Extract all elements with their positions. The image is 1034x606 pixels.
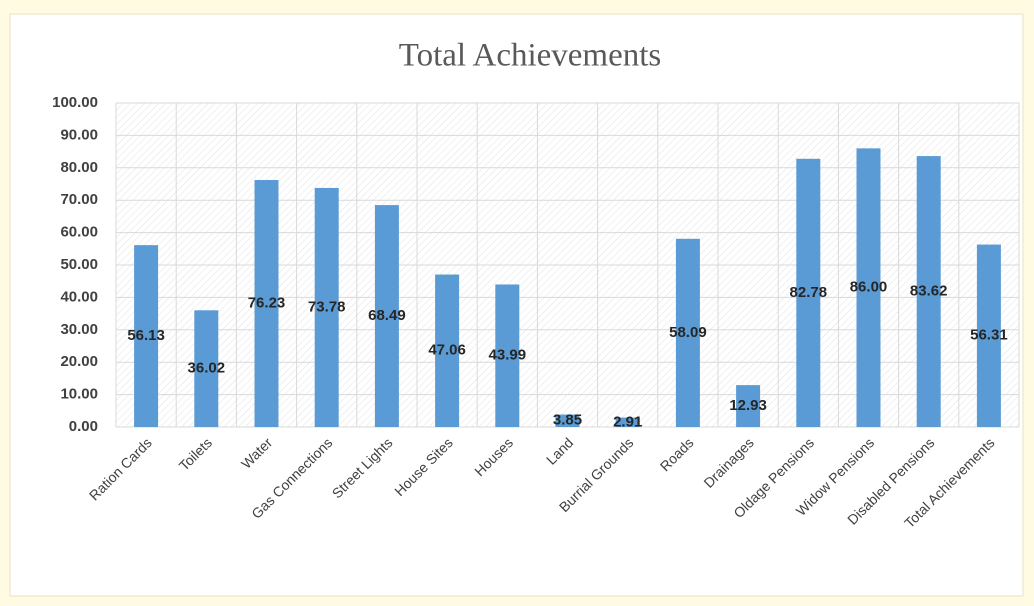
- y-tick-label: 90.00: [60, 126, 98, 143]
- data-label: 3.85: [553, 412, 582, 429]
- data-label: 86.00: [850, 279, 888, 296]
- bar: [314, 187, 339, 427]
- bar: [796, 158, 821, 428]
- bar: [736, 385, 761, 427]
- bar: [254, 180, 279, 427]
- data-label: 58.09: [669, 324, 707, 341]
- data-label: 47.06: [428, 342, 466, 359]
- bar: [435, 274, 460, 427]
- bar: [976, 244, 1001, 427]
- data-label: 82.78: [790, 284, 828, 301]
- bar: [374, 205, 399, 427]
- y-tick-label: 40.00: [60, 288, 98, 305]
- data-label: 12.93: [729, 397, 767, 414]
- data-label: 73.78: [308, 298, 346, 315]
- data-label: 56.13: [127, 327, 165, 344]
- y-tick-label: 30.00: [60, 321, 98, 338]
- y-tick-label: 0.00: [69, 418, 98, 435]
- data-label: 76.23: [248, 294, 286, 311]
- y-tick-label: 60.00: [60, 224, 98, 241]
- y-tick-label: 70.00: [60, 191, 98, 208]
- data-label: 56.31: [970, 327, 1008, 344]
- data-label: 43.99: [489, 347, 527, 364]
- chart-title: Total Achievements: [399, 38, 662, 74]
- y-tick-label: 50.00: [60, 256, 98, 273]
- y-tick-label: 80.00: [60, 159, 98, 176]
- y-tick-label: 100.00: [52, 94, 98, 111]
- bar: [134, 245, 159, 427]
- bar: [916, 156, 941, 427]
- data-label: 83.62: [910, 283, 948, 300]
- data-label: 2.91: [613, 413, 642, 430]
- y-tick-label: 20.00: [60, 353, 98, 370]
- bar: [675, 238, 700, 427]
- bar: [495, 284, 520, 427]
- data-label: 36.02: [188, 360, 226, 377]
- bar: [555, 414, 580, 427]
- bar: [856, 148, 881, 428]
- y-tick-label: 10.00: [60, 386, 98, 403]
- data-label: 68.49: [368, 307, 406, 324]
- bar: [194, 310, 219, 427]
- bar: [615, 417, 640, 427]
